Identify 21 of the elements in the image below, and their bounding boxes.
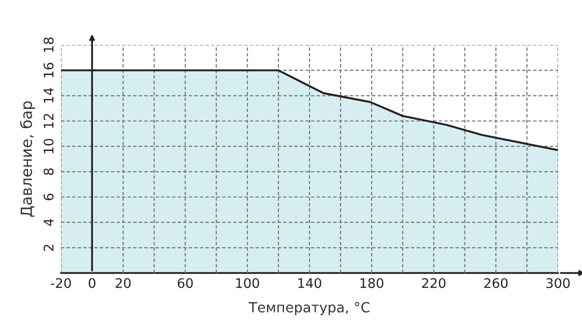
x-tick-label: -20	[50, 278, 71, 288]
y-tick-label: 16	[44, 62, 54, 78]
y-tick-label: 18	[44, 38, 54, 52]
x-tick-label: 20	[116, 278, 131, 288]
x-tick-label: 180	[360, 278, 384, 288]
x-axis-title: Температура, °C	[248, 302, 370, 316]
y-tick-label: 14	[44, 88, 54, 103]
x-tick-label: 100	[236, 278, 260, 288]
x-tick-label: 140	[298, 278, 322, 288]
y-tick-label: 2	[44, 244, 54, 251]
x-tick-label: 260	[484, 278, 508, 288]
y-tick-label: 4	[44, 218, 54, 226]
y-tick-label: 8	[44, 168, 54, 175]
y-axis-title: Давление, бар	[20, 101, 36, 217]
x-tick-label: 60	[178, 278, 193, 288]
y-tick-label: 12	[44, 114, 54, 128]
y-tick-label: 6	[44, 194, 54, 200]
y-tick-label: 10	[44, 138, 54, 154]
x-tick-label: 300	[546, 278, 570, 288]
x-tick-label: 220	[422, 278, 446, 288]
x-tick-label: 0	[88, 278, 96, 288]
